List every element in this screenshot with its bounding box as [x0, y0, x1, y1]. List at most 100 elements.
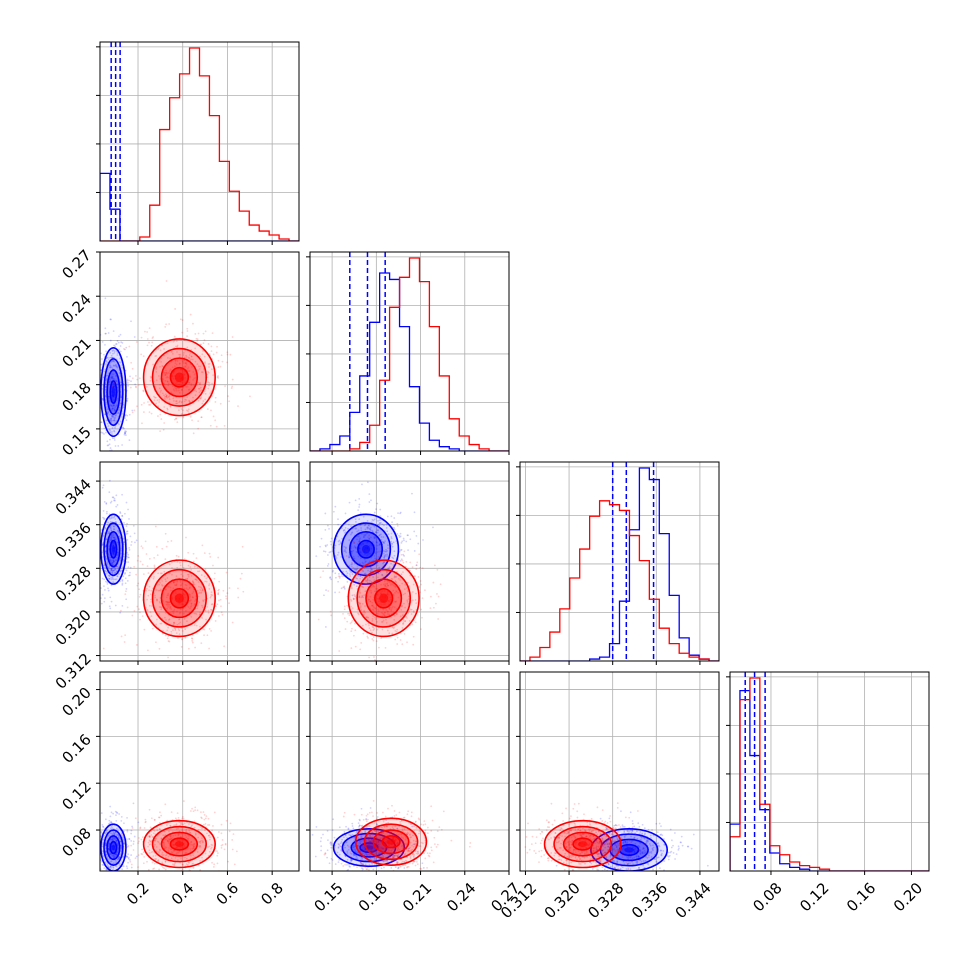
scatter-point: [320, 537, 323, 540]
scatter-point: [188, 830, 191, 832]
scatter-point: [114, 426, 116, 429]
scatter-point: [211, 332, 214, 335]
scatter-point: [412, 599, 414, 602]
scatter-point: [151, 341, 154, 344]
scatter-point: [130, 844, 133, 847]
scatter-point: [381, 620, 384, 623]
scatter-point: [382, 608, 385, 611]
scatter-point: [208, 845, 211, 848]
scatter-point: [175, 823, 178, 826]
contour-line: [100, 513, 127, 585]
scatter-point: [197, 399, 200, 402]
scatter-point: [172, 340, 175, 343]
scatter-point: [386, 879, 388, 881]
scatter-point: [94, 543, 96, 545]
scatter-point: [181, 412, 183, 415]
scatter-point: [394, 866, 397, 868]
scatter-point: [113, 350, 116, 353]
scatter-point: [167, 837, 170, 840]
scatter-point: [175, 584, 178, 587]
scatter-point: [395, 861, 398, 863]
scatter-point: [97, 389, 99, 391]
scatter-point: [361, 569, 364, 572]
scatter-point: [113, 854, 116, 857]
scatter-point: [152, 363, 154, 366]
scatter-point: [207, 834, 210, 837]
scatter-point: [393, 517, 396, 519]
scatter-point: [163, 616, 166, 619]
scatter-point: [372, 605, 375, 608]
scatter-point: [220, 823, 223, 826]
scatter-point: [113, 536, 116, 539]
scatter-point: [387, 584, 389, 587]
scatter-point: [363, 524, 366, 527]
scatter-point: [104, 545, 107, 548]
scatter-point: [431, 872, 433, 874]
scatter-point: [350, 630, 353, 633]
scatter-point: [418, 553, 421, 556]
scatter-point: [146, 338, 149, 340]
scatter-point: [124, 432, 127, 435]
scatter-point: [105, 841, 108, 844]
scatter-point: [167, 604, 170, 606]
scatter-point: [383, 590, 386, 592]
panel-background: [100, 252, 299, 451]
scatter-point: [337, 847, 340, 849]
scatter-point: [153, 396, 156, 399]
scatter-point: [191, 637, 194, 640]
scatter-point: [159, 622, 162, 625]
scatter-point: [101, 432, 104, 434]
scatter-point: [409, 538, 412, 541]
scatter-point: [399, 535, 402, 538]
scatter-point: [343, 605, 346, 608]
scatter-point: [118, 836, 120, 839]
scatter-point: [345, 841, 348, 844]
scatter-point: [110, 417, 112, 420]
scatter-point: [349, 865, 352, 868]
scatter-point: [364, 605, 366, 607]
scatter-point: [111, 377, 113, 379]
scatter-point: [406, 617, 408, 619]
scatter-point: [381, 846, 383, 849]
scatter-point: [388, 613, 391, 616]
scatter-point: [366, 541, 368, 544]
scatter-point: [359, 537, 362, 540]
scatter-point: [181, 868, 184, 871]
scatter-point: [360, 867, 363, 870]
scatter-point: [363, 850, 366, 853]
scatter-point: [112, 569, 115, 572]
scatter-point: [198, 841, 200, 843]
scatter-point: [145, 553, 148, 555]
scatter-point: [410, 608, 413, 611]
scatter-point: [372, 636, 375, 638]
scatter-point: [365, 826, 368, 829]
scatter-point: [384, 550, 387, 553]
scatter-point: [112, 866, 115, 869]
scatter-point: [187, 606, 190, 608]
scatter-point: [202, 840, 204, 843]
scatter-point: [120, 609, 122, 612]
scatter-point: [125, 346, 128, 349]
scatter-point: [194, 333, 197, 335]
scatter-point: [395, 843, 398, 845]
scatter-point: [119, 876, 121, 878]
scatter-point: [98, 841, 100, 843]
scatter-point: [228, 587, 231, 589]
scatter-point: [355, 568, 358, 571]
scatter-point: [125, 430, 128, 433]
scatter-point: [355, 550, 358, 553]
scatter-point: [113, 437, 116, 439]
scatter-point: [167, 382, 170, 385]
scatter-point: [193, 583, 196, 586]
scatter-point: [207, 343, 210, 345]
scatter-point: [363, 834, 365, 837]
scatter-point: [155, 858, 158, 860]
scatter-point: [187, 356, 190, 359]
scatter-point: [392, 856, 395, 859]
scatter-point: [201, 839, 204, 842]
scatter-point: [102, 825, 104, 828]
scatter-point: [130, 544, 133, 546]
scatter-point: [181, 815, 184, 818]
scatter-point: [113, 351, 116, 354]
scatter-point: [200, 817, 203, 820]
